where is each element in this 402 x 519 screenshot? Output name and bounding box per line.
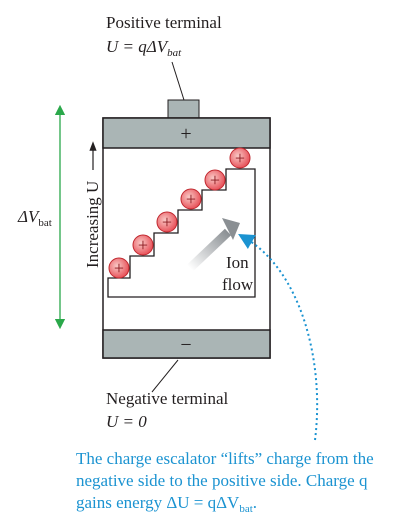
charge-sign: + [114,258,124,278]
leader [151,359,179,393]
positive-label: Positive terminal [106,13,222,32]
minus-sign: − [180,334,191,356]
escalator [107,168,256,298]
charge-sign: + [138,235,148,255]
charge-sign: + [210,170,220,190]
top-plate [102,117,271,149]
charge-sign: + [235,148,245,168]
charge [180,188,202,210]
negative-formula: U = 0 [106,412,147,431]
charge-sign: + [186,189,196,209]
caption-line: The charge escalator “lifts” charge from… [76,449,374,468]
caption-line: gains energy ΔU = qΔVbat. [76,493,257,514]
charge [132,234,154,256]
leader [171,61,185,101]
ion-arrow-head [222,218,240,240]
potential-axis: Increasing U [83,181,102,268]
bottom-plate [102,329,271,359]
plus-sign: + [180,123,191,145]
negative-label: Negative terminal [106,389,229,408]
ion-arrow [186,228,232,272]
positive-formula: U = qΔVbat [106,37,182,59]
caption-line: negative side to the positive side. Char… [76,471,368,490]
charge [156,211,178,233]
callout [238,233,319,441]
charge [204,169,226,191]
ion-flow: Ion [226,253,249,272]
terminal-cap [167,99,200,119]
charge [229,147,251,169]
voltage-label: ΔVbat [17,207,52,229]
charge [108,257,130,279]
charge-sign: + [162,212,172,232]
ion-flow: flow [222,275,254,294]
